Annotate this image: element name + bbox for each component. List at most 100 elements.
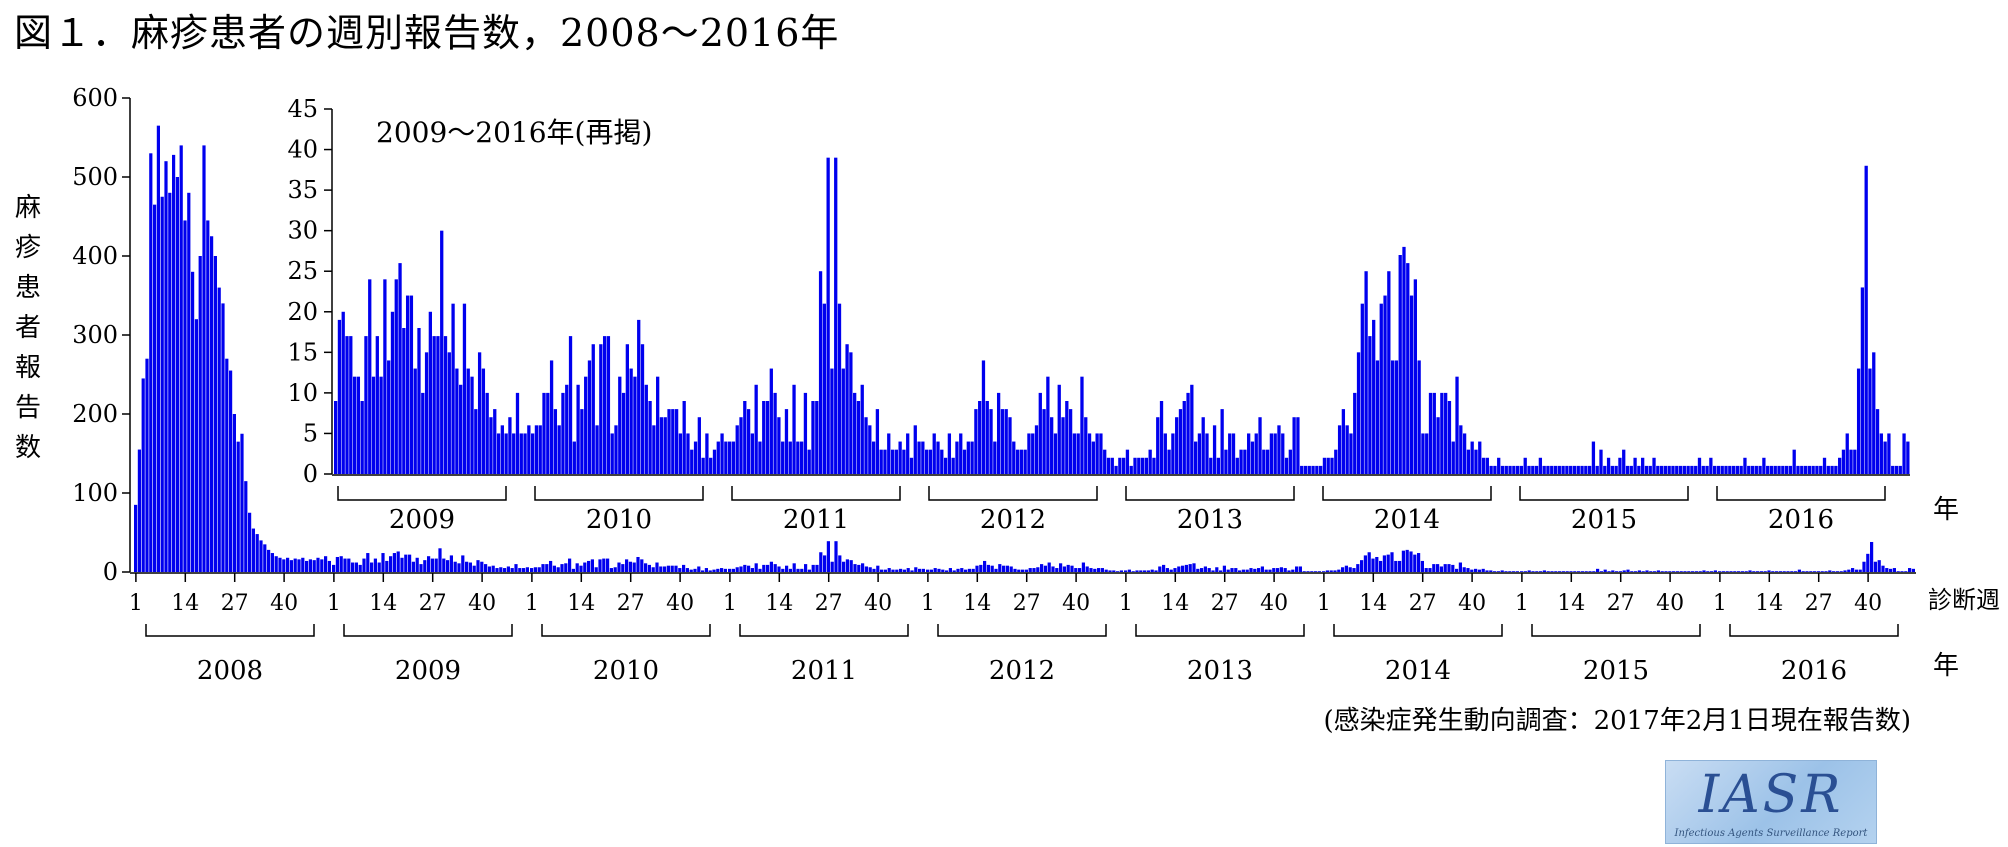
inset-bar <box>1099 433 1103 474</box>
inset-bar <box>1822 457 1827 474</box>
inset-bar <box>523 433 527 474</box>
inset-bar <box>413 368 417 474</box>
main-bar <box>777 566 781 572</box>
inset-bar <box>690 449 694 474</box>
inset-bar <box>1178 409 1183 474</box>
inset-bar <box>1288 449 1292 474</box>
inset-bar <box>1000 409 1005 474</box>
main-week-label: 27 <box>617 591 645 616</box>
main-bar <box>145 358 149 572</box>
main-bar <box>1634 571 1638 572</box>
inset-bar <box>1171 433 1175 474</box>
inset-bar <box>1277 425 1281 474</box>
main-bar <box>343 558 347 572</box>
main-bar <box>1188 564 1192 572</box>
inset-bar <box>531 433 535 474</box>
main-bar <box>1481 568 1485 572</box>
main-bar <box>1043 565 1047 572</box>
main-bar <box>461 555 465 572</box>
main-bar <box>1348 567 1352 572</box>
inset-bar <box>1118 457 1122 474</box>
inset-bar <box>1368 336 1372 474</box>
main-bar <box>255 534 259 572</box>
main-bar <box>1097 568 1101 572</box>
y-axis-label-char: 疹 <box>14 233 41 263</box>
inset-bar <box>1186 392 1190 474</box>
inset-bar <box>1197 433 1202 474</box>
inset-bar <box>871 441 876 474</box>
inset-bar <box>1193 441 1198 474</box>
main-bar <box>449 555 453 572</box>
inset-bar <box>1076 433 1080 474</box>
main-bar <box>914 567 918 572</box>
inset-bar <box>1038 392 1042 474</box>
main-bar <box>861 563 865 572</box>
main-bar <box>419 564 423 572</box>
main-bar <box>1649 571 1653 572</box>
main-week-label: 1 <box>525 591 539 616</box>
main-bar <box>731 568 735 572</box>
main-bar <box>434 558 438 572</box>
main-bar <box>1515 571 1519 572</box>
inset-y-tick-label: 30 <box>287 217 318 245</box>
main-bar <box>1523 571 1527 572</box>
inset-bar <box>508 417 512 474</box>
inset-bar <box>1050 417 1054 474</box>
main-bar <box>1219 570 1223 572</box>
inset-bar <box>1061 417 1065 474</box>
main-bar <box>1162 564 1166 572</box>
main-bar <box>872 568 876 572</box>
main-bar <box>895 569 899 572</box>
main-bar <box>484 564 488 572</box>
inset-bar <box>568 336 573 474</box>
main-bar <box>1131 571 1135 572</box>
main-week-label: 27 <box>221 591 249 616</box>
inset-bar <box>1303 465 1308 474</box>
inset-bar <box>1231 433 1236 474</box>
main-bar <box>1539 571 1543 572</box>
main-bar <box>263 544 267 572</box>
inset-bar <box>1815 465 1819 474</box>
inset-bar <box>1444 392 1448 474</box>
inset-bar <box>591 344 595 474</box>
y-axis-label-char: 麻 <box>14 193 41 223</box>
inset-bar <box>841 368 845 474</box>
inset-bar <box>1678 465 1683 474</box>
inset-bar <box>1724 465 1728 474</box>
inset-bar <box>1114 465 1118 474</box>
main-bar <box>1588 571 1592 572</box>
main-bar <box>1535 571 1539 572</box>
inset-year-bracket <box>731 486 901 501</box>
main-bar <box>945 570 949 572</box>
inset-bar <box>515 392 520 474</box>
inset-bar <box>1133 457 1137 474</box>
inset-bar <box>1872 352 1876 474</box>
main-year-bracket <box>739 624 909 637</box>
main-bar <box>1363 555 1367 572</box>
inset-bar <box>1322 457 1327 474</box>
main-bar <box>172 154 176 572</box>
main-bar <box>937 568 941 572</box>
inset-bar <box>462 303 467 474</box>
main-bar <box>1413 554 1417 572</box>
inset-bar <box>1656 465 1660 474</box>
main-bar <box>1447 564 1451 572</box>
inset-bar <box>837 303 842 474</box>
main-bar <box>1070 565 1074 572</box>
main-bar <box>811 564 815 572</box>
inset-bar <box>474 409 478 474</box>
inset-bar <box>667 409 671 474</box>
main-bar <box>998 564 1002 572</box>
inset-bar <box>1364 271 1368 474</box>
logo-text: IASR <box>1698 765 1844 825</box>
inset-bar <box>781 441 785 474</box>
main-bar <box>678 568 682 572</box>
inset-bar <box>1841 449 1846 474</box>
main-bar <box>1794 571 1798 572</box>
main-bar <box>1474 568 1478 572</box>
inset-bar <box>1731 465 1736 474</box>
inset-bar <box>1625 465 1630 474</box>
inset-bar <box>792 384 796 474</box>
main-bar <box>1653 571 1657 572</box>
inset-bar <box>959 433 963 474</box>
